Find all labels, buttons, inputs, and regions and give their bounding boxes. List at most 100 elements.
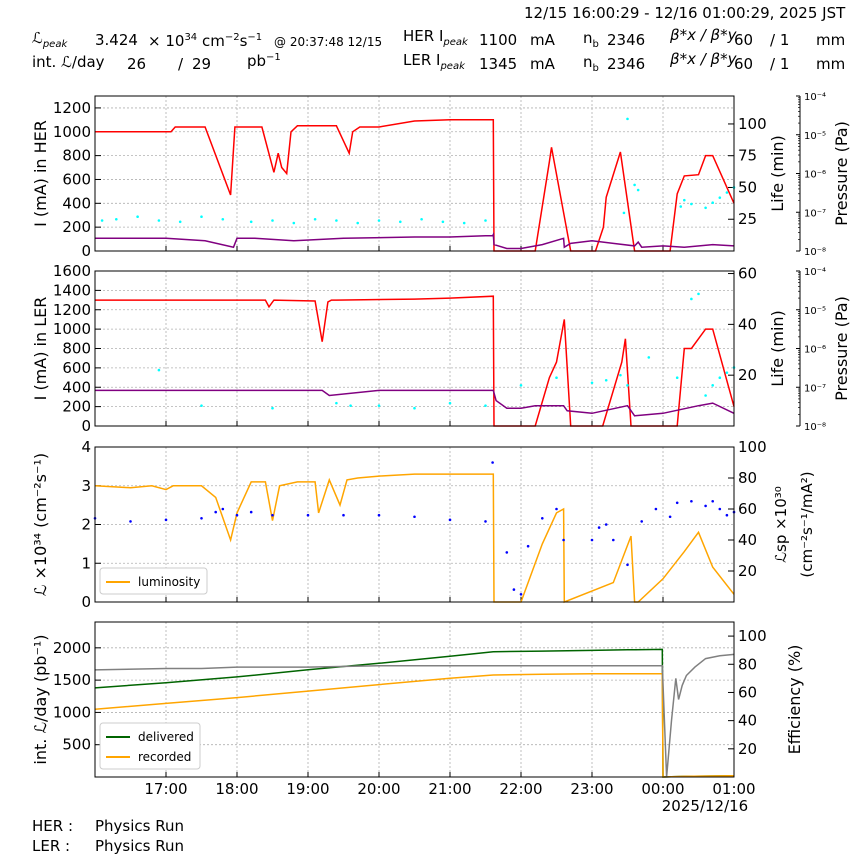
y2-tick-label: 75 bbox=[738, 147, 757, 165]
y-tick-label: 4 bbox=[81, 438, 91, 456]
pressure-point bbox=[157, 219, 161, 222]
y-tick-label: 200 bbox=[62, 218, 91, 236]
pressure-point bbox=[115, 217, 118, 221]
specific_lumi-point bbox=[306, 513, 310, 517]
y2-tick-label: 50 bbox=[738, 178, 757, 196]
y2-tick-label: 40 bbox=[738, 712, 757, 730]
lifetime-line bbox=[95, 389, 735, 417]
y2-tick-label: 25 bbox=[738, 210, 757, 228]
specific_lumi-point bbox=[377, 513, 381, 517]
pressure-point bbox=[690, 202, 693, 206]
y2-axis-label: Life (min) bbox=[768, 135, 787, 212]
specific_lumi-point bbox=[690, 499, 693, 503]
specific_lumi-point bbox=[612, 538, 615, 542]
specific_lumi-point bbox=[725, 513, 729, 517]
ler-beta-y: / 1 bbox=[770, 55, 790, 73]
pressure-point bbox=[413, 406, 416, 410]
x-tick-label: 23:00 bbox=[570, 780, 613, 798]
y-tick-label: 1200 bbox=[53, 99, 91, 117]
pressure-axis-label: Pressure (Pa) bbox=[832, 121, 851, 226]
her-ipeak-label: HER Ipeak bbox=[403, 27, 468, 48]
specific_lumi-point bbox=[249, 510, 253, 514]
specific_lumi-point bbox=[519, 592, 523, 596]
her-status-value: Physics Run bbox=[95, 817, 185, 835]
ler-beta-unit: mm bbox=[816, 55, 846, 73]
y-axis-label: I (mA) in LER bbox=[31, 297, 50, 401]
y2-tick-label: 100 bbox=[738, 627, 767, 645]
pressure-point bbox=[399, 220, 402, 224]
y2-axis-label-unit: (cm⁻²s⁻¹/mA²) bbox=[798, 471, 816, 577]
specific_lumi-point bbox=[675, 501, 679, 505]
chart-panel-integrated: 500 1000 1500 2000 20 40 60 80 100 int. ℒ/day (pb… bbox=[31, 621, 804, 815]
y-tick-label: 200 bbox=[62, 398, 91, 416]
specific_lumi-point bbox=[342, 513, 345, 517]
pressure-point bbox=[711, 384, 714, 387]
y-tick-label: 1000 bbox=[53, 123, 91, 141]
pressure-point bbox=[221, 217, 225, 221]
pressure-point bbox=[484, 219, 487, 222]
specific_lumi-point bbox=[668, 515, 672, 519]
ler-nb-label: nb bbox=[583, 53, 599, 74]
pressure-point bbox=[420, 217, 423, 221]
pressure-point bbox=[292, 221, 296, 225]
y2-tick-label: 20 bbox=[738, 740, 757, 758]
legend-box bbox=[99, 567, 208, 595]
ler-ipeak-value: 1345 bbox=[479, 55, 518, 73]
pressure-tick-label: 10⁻⁴ bbox=[804, 267, 826, 278]
pressure-point bbox=[313, 217, 317, 221]
efficiency-line bbox=[94, 653, 735, 778]
pressure-tick-label: 10⁻⁸ bbox=[804, 422, 826, 433]
y2-tick-label: 100 bbox=[738, 115, 767, 133]
legend-label-luminosity: luminosity bbox=[138, 575, 200, 589]
pressure-tick-label: 10⁻⁷ bbox=[804, 383, 826, 394]
legend-label-delivered: delivered bbox=[138, 730, 194, 744]
x-tick-label: 17:00 bbox=[144, 780, 187, 798]
pressure-tick-label: 10⁻⁵ bbox=[804, 131, 826, 142]
pressure-tick-label: 10⁻⁶ bbox=[804, 170, 826, 181]
specific_lumi-point bbox=[604, 523, 608, 526]
pressure-point bbox=[200, 215, 203, 218]
pressure-point bbox=[462, 221, 466, 225]
y-tick-label: 2000 bbox=[53, 639, 91, 657]
specific_lumi-point bbox=[221, 507, 225, 511]
int-lumi-recorded: 26 bbox=[127, 55, 147, 73]
y-tick-label: 1500 bbox=[53, 671, 91, 689]
specific_lumi-point bbox=[654, 507, 658, 511]
current-line bbox=[95, 295, 735, 427]
y2-axis-label: ℒsp ×10³⁰ bbox=[772, 486, 790, 563]
y2-tick-label: 20 bbox=[738, 562, 757, 580]
her-status-label: HER : bbox=[32, 817, 74, 835]
y-axis-label: I (mA) in HER bbox=[31, 120, 50, 227]
pressure-point bbox=[725, 371, 729, 374]
int-lumi-label: int. ℒ/day bbox=[32, 53, 105, 71]
pressure-point bbox=[704, 206, 707, 210]
x-tick-label: 19:00 bbox=[286, 780, 329, 798]
pressure-point bbox=[711, 201, 714, 205]
pressure-point bbox=[448, 401, 452, 405]
y2-tick-label: 40 bbox=[738, 315, 757, 333]
y2-tick-label: 40 bbox=[738, 531, 757, 549]
plot-frame bbox=[94, 621, 735, 778]
pressure-point bbox=[335, 401, 338, 405]
specific_lumi-point bbox=[562, 538, 565, 542]
specific_lumi-point bbox=[626, 563, 629, 567]
specific_lumi-point bbox=[704, 504, 707, 508]
pressure-tick-label: 10⁻⁵ bbox=[804, 306, 826, 317]
plot-frame bbox=[94, 446, 735, 603]
pressure-point bbox=[679, 205, 683, 208]
ler-status-label: LER : bbox=[32, 837, 71, 855]
y-tick-label: 500 bbox=[62, 736, 91, 754]
pressure-point bbox=[377, 404, 381, 407]
specific_lumi-point bbox=[555, 507, 558, 511]
y2-axis-label: Life (min) bbox=[768, 310, 787, 387]
y2-axis-label: Efficiency (%) bbox=[785, 645, 804, 755]
ler-beta-x: 60 bbox=[734, 55, 754, 73]
y2-tick-label: 20 bbox=[738, 366, 757, 384]
specific_lumi-point bbox=[413, 515, 416, 519]
pressure-point bbox=[590, 381, 594, 385]
her-beta-y: / 1 bbox=[770, 31, 790, 49]
pressure-point bbox=[718, 376, 722, 380]
her-nb-value: 2346 bbox=[607, 31, 646, 49]
lpeak-label: ℒpeak bbox=[32, 29, 68, 50]
pressure-point bbox=[683, 198, 686, 202]
